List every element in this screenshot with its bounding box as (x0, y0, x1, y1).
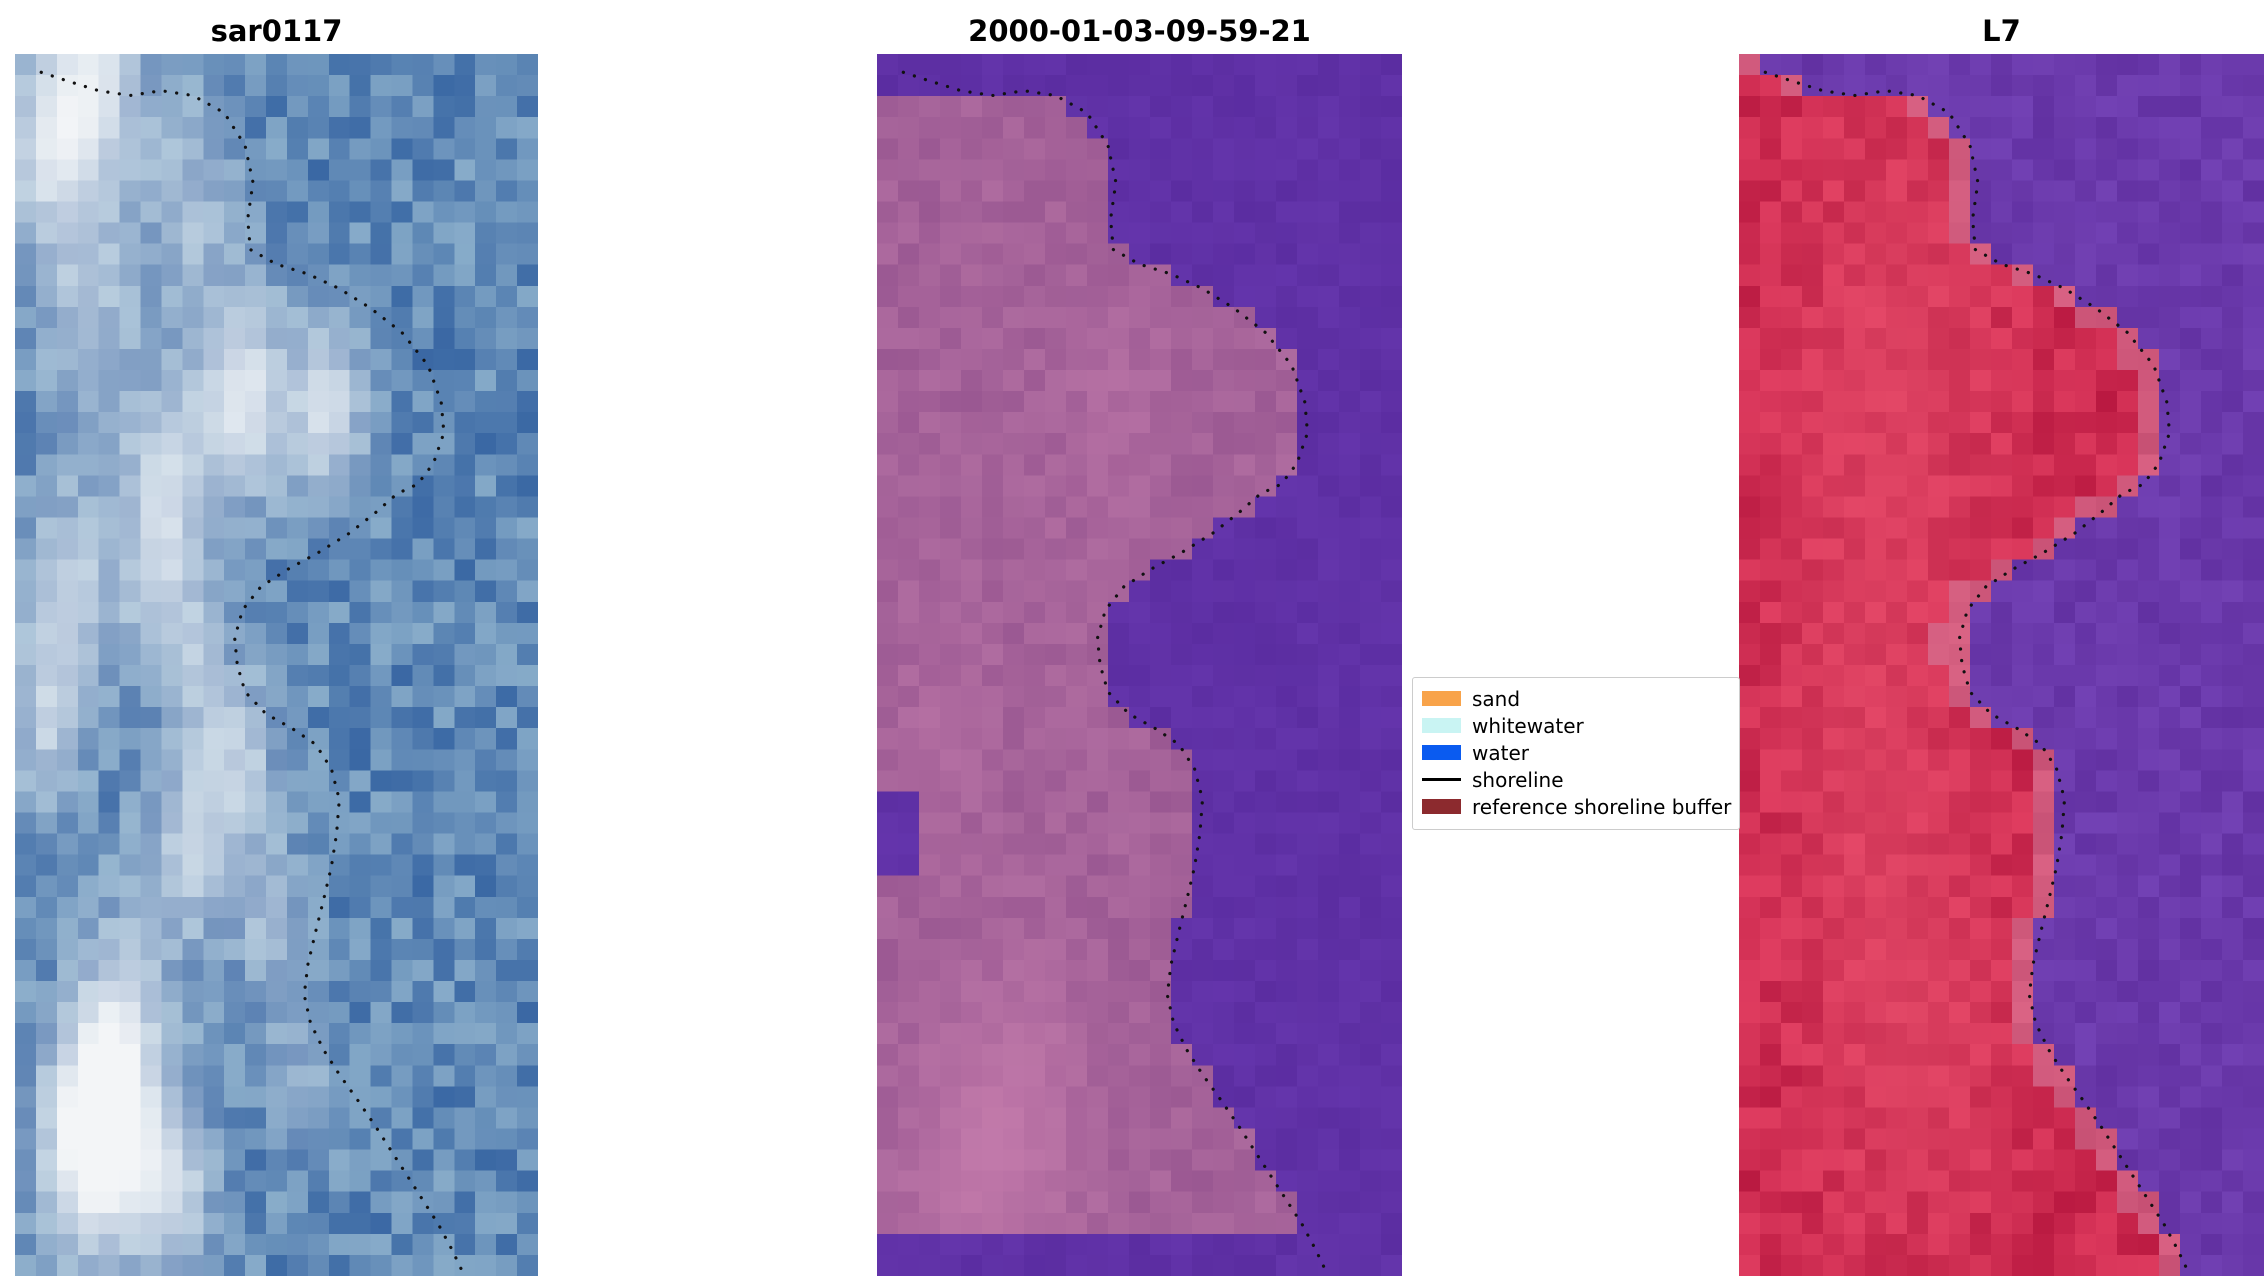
panel-classified: 2000-01-03-09-59-21 (877, 8, 1402, 1276)
legend-entry: reference shoreline buffer (1422, 793, 1732, 820)
l7-image (1739, 54, 2264, 1276)
legend-entry: sand (1422, 685, 1730, 712)
legend-entry: water (1422, 739, 1730, 766)
panel-classified-title: 2000-01-03-09-59-21 (968, 14, 1311, 48)
reference-buffer-swatch (1422, 799, 1461, 814)
legend-label: shoreline (1472, 767, 1564, 792)
legend: sand whitewater water shoreline referenc… (1412, 677, 1740, 830)
legend-entry: whitewater (1422, 712, 1730, 739)
panel-l7-title: L7 (1982, 14, 2021, 48)
legend-label: sand (1472, 686, 1521, 711)
shoreline-line-swatch (1422, 778, 1461, 781)
legend-entry: shoreline (1422, 766, 1730, 793)
sand-swatch (1422, 691, 1461, 706)
panel-l7: L7 (1739, 8, 2264, 1276)
classified-image (877, 54, 1402, 1276)
legend-label: reference shoreline buffer (1472, 794, 1732, 819)
sar-image (15, 54, 538, 1276)
legend-label: whitewater (1472, 713, 1584, 738)
whitewater-swatch (1422, 718, 1461, 733)
classified-image-area (877, 54, 1402, 1276)
l7-image-area (1739, 54, 2264, 1276)
panel-sar-title: sar0117 (210, 14, 343, 48)
water-swatch (1422, 745, 1461, 760)
legend-label: water (1472, 740, 1529, 765)
panel-sar: sar0117 (15, 8, 538, 1276)
sar-image-area (15, 54, 538, 1276)
